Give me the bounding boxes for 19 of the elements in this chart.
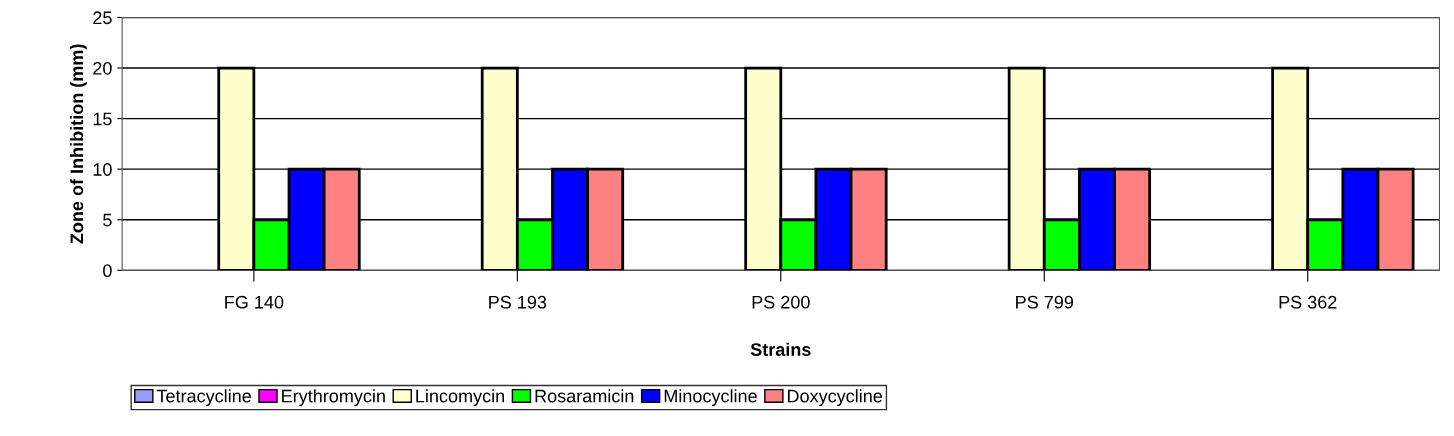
legend-label: Lincomycin (416, 389, 505, 406)
y-tick-label: 25 (93, 11, 112, 25)
x-tick-label: PS 799 (1016, 295, 1074, 309)
y-axis-title: Zone of Inhibition (mm) (69, 44, 87, 244)
x-tick-label: PS 200 (752, 295, 810, 309)
legend-label: Minocycline (664, 389, 757, 406)
legend-label: Erythromycin (282, 389, 385, 406)
y-tick-label: 5 (103, 213, 112, 227)
y-tick-label: 15 (93, 112, 112, 126)
y-tick-label: 0 (103, 264, 112, 278)
legend-label: Doxycycline (787, 389, 883, 406)
y-tick-label: 20 (93, 61, 112, 75)
legend-label: Tetracycline (156, 389, 251, 406)
x-tick-label: FG 140 (225, 295, 284, 309)
legend-label: Rosaramicin (535, 389, 634, 403)
y-tick-label: 10 (93, 163, 112, 176)
x-tick-label: PS 193 (489, 295, 547, 309)
x-tick-label: PS 362 (1279, 295, 1337, 309)
x-axis-title: Strains (750, 342, 811, 356)
